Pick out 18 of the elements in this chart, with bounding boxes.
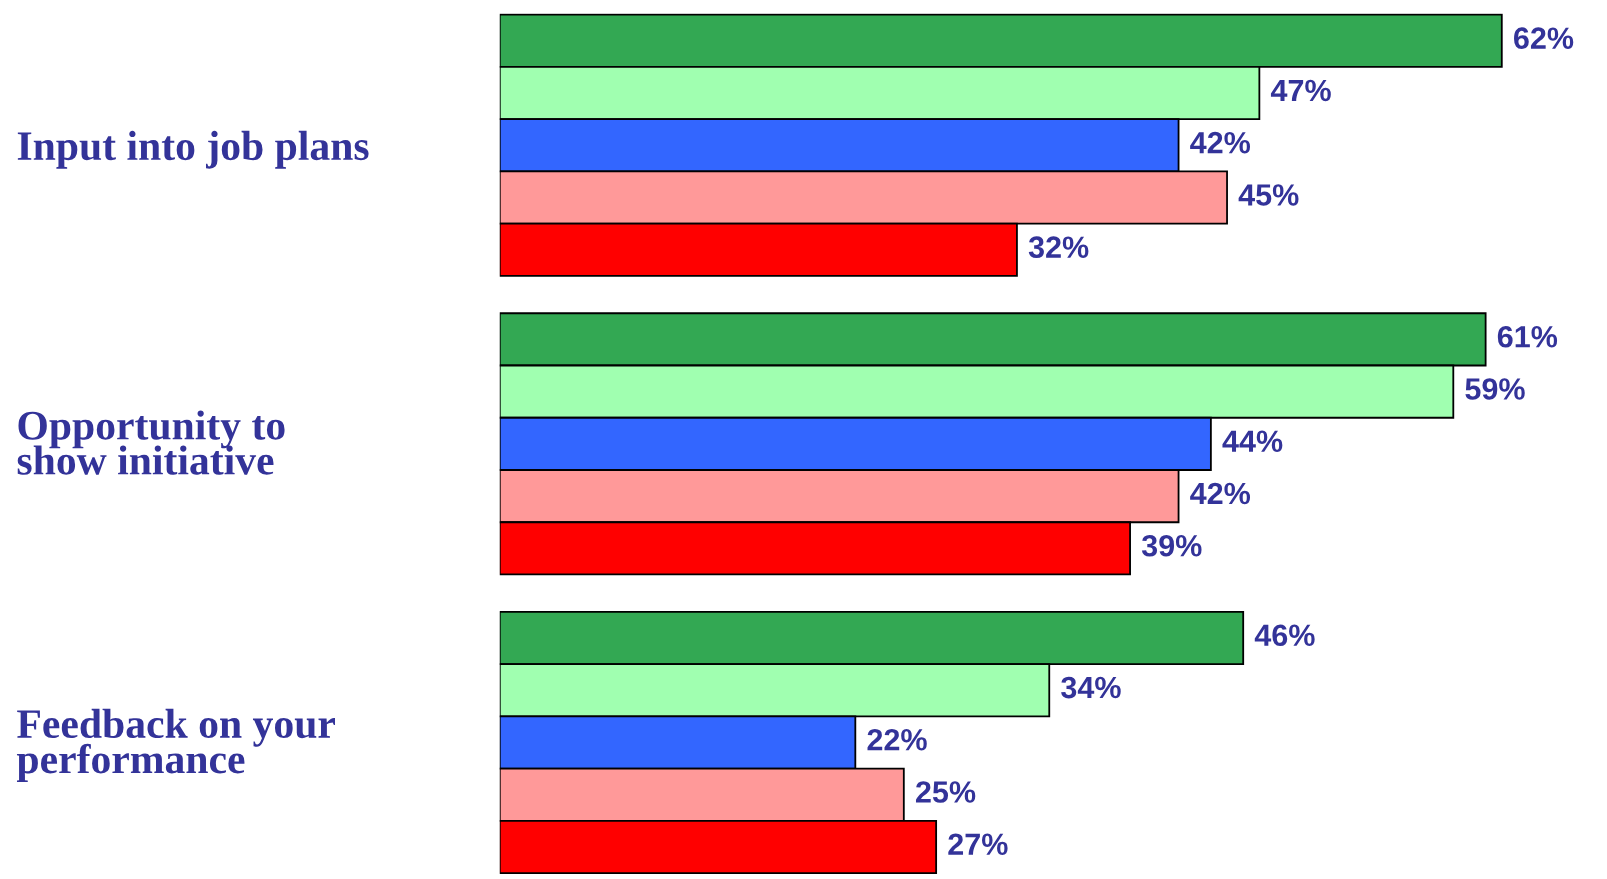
data-label: 42% xyxy=(1190,482,1251,505)
data-label: 47% xyxy=(1270,79,1331,102)
y-tick-label: Feedback on your performance xyxy=(16,708,336,782)
data-label: 61% xyxy=(1497,325,1558,348)
data-label: 22% xyxy=(867,728,927,751)
data-label: 25% xyxy=(915,781,976,803)
data-label: 34% xyxy=(1061,676,1121,699)
data-label: 45% xyxy=(1238,184,1299,206)
data-label: 62% xyxy=(1514,27,1574,49)
data-label: 44% xyxy=(1222,430,1283,452)
data-label: 46% xyxy=(1254,624,1315,647)
data-label: 27% xyxy=(948,833,1008,856)
data-label: 39% xyxy=(1141,534,1202,557)
data-label: 59% xyxy=(1465,378,1525,400)
data-label: 32% xyxy=(1028,236,1089,259)
y-tick-label: Opportunity to show initiative xyxy=(17,410,285,475)
data-label: 42% xyxy=(1190,131,1251,154)
y-tick-label: Input into job plans xyxy=(17,130,369,169)
